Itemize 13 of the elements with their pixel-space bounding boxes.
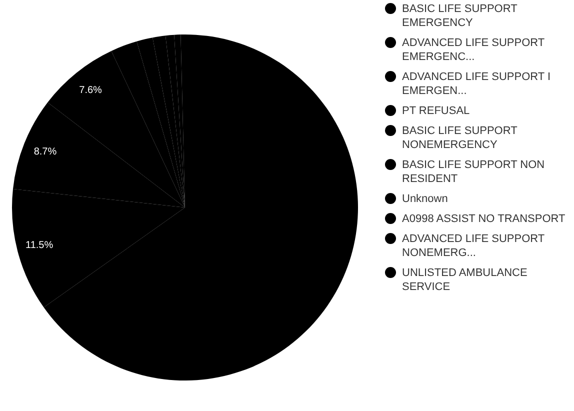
data-label: 8.7% bbox=[34, 146, 57, 158]
legend-label: ADVANCED LIFE SUPPORT EMERGENC... bbox=[402, 36, 546, 64]
legend-label: BASIC LIFE SUPPORT NON RESIDENT bbox=[402, 158, 546, 186]
legend-label: BASIC LIFE SUPPORT EMERGENCY bbox=[402, 2, 518, 30]
data-label: 11.5% bbox=[26, 240, 54, 252]
legend-label: BASIC LIFE SUPPORT NONEMERGENCY bbox=[402, 124, 518, 152]
legend-label: A0998 ASSIST NO TRANSPORT bbox=[402, 212, 566, 226]
legend-label: ADVANCED LIFE SUPPORT I EMERGEN... bbox=[402, 70, 552, 98]
legend-label: UNLISTED AMBULANCE SERVICE bbox=[402, 266, 528, 294]
legend-label: Unknown bbox=[402, 192, 448, 206]
legend-label: ADVANCED LIFE SUPPORT NONEMERG... bbox=[402, 232, 546, 260]
data-label: 7.6% bbox=[79, 85, 102, 96]
legend-label: PT REFUSAL bbox=[402, 104, 470, 118]
